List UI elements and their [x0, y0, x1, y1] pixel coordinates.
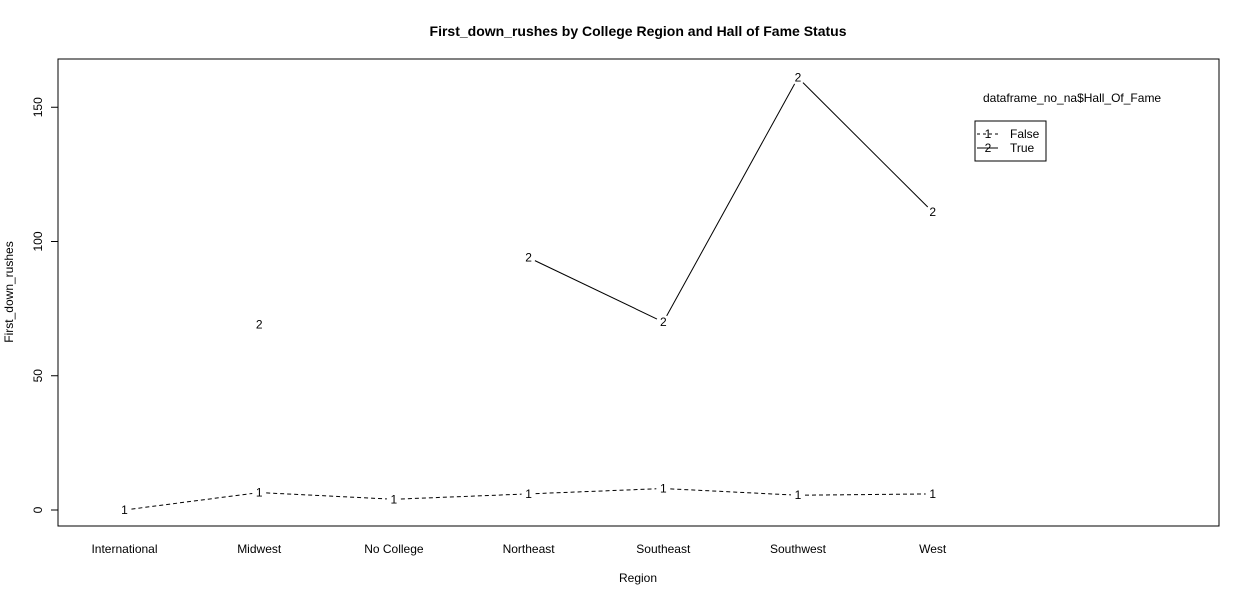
y-tick-label: 150	[31, 97, 45, 117]
legend-label: False	[1010, 127, 1040, 141]
data-point-false: 1	[525, 487, 532, 501]
x-tick-label: Northeast	[503, 542, 556, 556]
data-point-false: 1	[256, 486, 263, 500]
data-point-true: 2	[525, 251, 532, 265]
x-tick-label: West	[919, 542, 947, 556]
legend-symbol: 1	[985, 127, 992, 141]
series-line-segment	[804, 493, 926, 496]
y-tick-label: 0	[31, 506, 45, 513]
legend-box	[974, 120, 1047, 162]
data-point-true: 2	[660, 315, 667, 329]
series-line-segment	[802, 82, 929, 208]
x-axis: International Midwest No College Northeast S…	[91, 542, 946, 556]
series-line-segment	[670, 488, 792, 496]
series-false: 1 1 1 1 1 1 1	[121, 482, 936, 517]
series-line-segment	[400, 493, 522, 500]
series-line-segment	[131, 492, 253, 510]
data-point-false: 1	[660, 482, 667, 496]
x-tick-label: Southwest	[770, 542, 827, 556]
y-axis-label: First_down_rushes	[2, 241, 16, 342]
data-point-false: 1	[795, 488, 802, 502]
data-point-false: 1	[929, 487, 936, 501]
data-point-false: 1	[121, 503, 128, 517]
series-line-segment	[535, 488, 657, 495]
x-tick-label: No College	[364, 542, 424, 556]
x-tick-label: Midwest	[237, 542, 282, 556]
y-tick-label: 100	[31, 231, 45, 251]
series-line-segment	[666, 83, 796, 317]
legend-entries: 1 False 2 True	[977, 127, 1040, 155]
x-tick-label: International	[91, 542, 157, 556]
data-point-true: 2	[929, 205, 936, 219]
x-tick-label: Southeast	[636, 542, 691, 556]
data-point-true: 2	[256, 318, 263, 332]
data-point-true: 2	[795, 71, 802, 85]
y-tick-label: 50	[31, 369, 45, 383]
legend-label: True	[1010, 141, 1035, 155]
series-line-segment	[266, 492, 387, 500]
data-point-false: 1	[391, 492, 398, 506]
chart-title: First_down_rushes by College Region and …	[430, 23, 847, 39]
series-true: 2 2 2 2 2	[256, 71, 937, 332]
legend-title: dataframe_no_na$Hall_Of_Fame	[983, 91, 1161, 105]
series-layer: 1 1 1 1 1 1 1 2 2 2 2 2	[121, 71, 936, 517]
legend-symbol: 2	[985, 141, 992, 155]
x-axis-label: Region	[619, 571, 657, 585]
series-line-segment	[534, 260, 658, 320]
y-axis: 0 50 100 150	[31, 97, 59, 513]
